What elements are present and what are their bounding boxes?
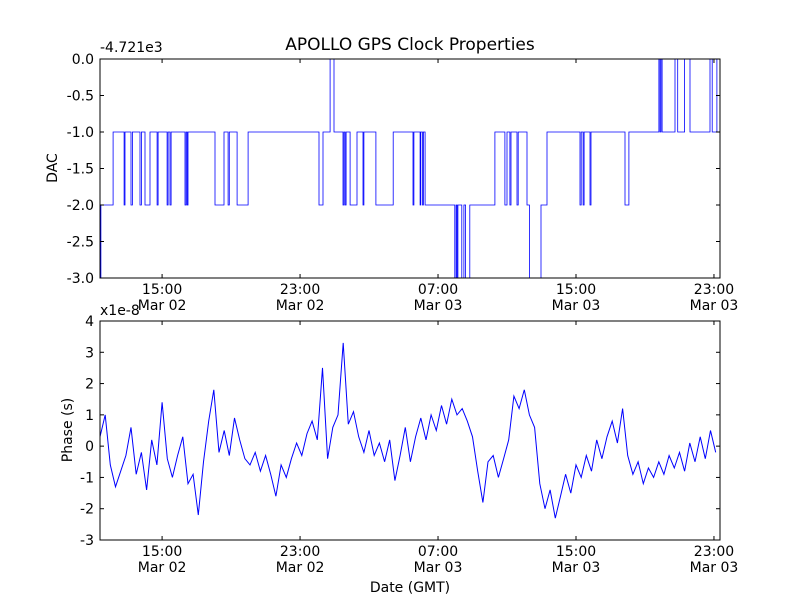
x-tick-label-time: 15:00 — [142, 282, 182, 298]
x-tick-label-time: 23:00 — [694, 282, 734, 298]
x-tick-label-date: Mar 03 — [552, 560, 601, 576]
x-tick-label-time: 23:00 — [280, 282, 320, 298]
bottom-offset-text: x1e-8 — [100, 303, 140, 319]
y-tick-label: -1.5 — [67, 162, 94, 178]
phase-series-line — [100, 342, 717, 519]
y-tick-label: 1 — [85, 408, 94, 424]
x-tick-label-date: Mar 02 — [276, 560, 325, 576]
x-tick-label-date: Mar 02 — [138, 560, 187, 576]
bottom-x-axis-label: Date (GMT) — [370, 580, 450, 596]
x-tick-label-time: 23:00 — [280, 544, 320, 560]
y-tick-label: 0.0 — [72, 52, 94, 68]
y-tick-label: 0 — [85, 439, 94, 455]
x-tick-label-time: 15:00 — [142, 544, 182, 560]
x-tick-label-date: Mar 02 — [276, 298, 325, 314]
x-tick-label-time: 07:00 — [418, 282, 458, 298]
y-tick-label: 2 — [85, 377, 94, 393]
x-tick-label-date: Mar 03 — [414, 560, 463, 576]
top-offset-text: -4.721e3 — [100, 40, 163, 56]
y-tick-label: -3 — [80, 533, 94, 549]
bottom-y-axis-label: Phase (s) — [60, 398, 76, 462]
dac-series-line — [100, 59, 720, 278]
chart-title: APOLLO GPS Clock Properties — [285, 35, 535, 55]
x-tick-label-date: Mar 02 — [138, 298, 187, 314]
y-tick-label: -2.0 — [67, 198, 94, 214]
x-tick-label-time: 07:00 — [418, 544, 458, 560]
y-tick-label: -1 — [80, 470, 94, 486]
x-tick-label-date: Mar 03 — [552, 298, 601, 314]
x-tick-label-time: 15:00 — [556, 282, 596, 298]
x-tick-label-time: 23:00 — [694, 544, 734, 560]
y-tick-label: -1.0 — [67, 125, 94, 141]
axes-frame — [99, 320, 721, 541]
x-tick-label-date: Mar 03 — [414, 298, 463, 314]
x-tick-label-time: 15:00 — [556, 544, 596, 560]
y-tick-label: 4 — [85, 314, 94, 330]
x-tick-label-date: Mar 03 — [690, 560, 739, 576]
y-tick-label: -0.5 — [67, 89, 94, 105]
x-tick-label-date: Mar 03 — [690, 298, 739, 314]
y-tick-label: -2.5 — [67, 235, 94, 251]
y-tick-label: 3 — [85, 345, 94, 361]
y-tick-label: -3.0 — [67, 271, 94, 287]
top-y-axis-label: DAC — [45, 153, 61, 183]
y-tick-label: -2 — [80, 502, 94, 518]
